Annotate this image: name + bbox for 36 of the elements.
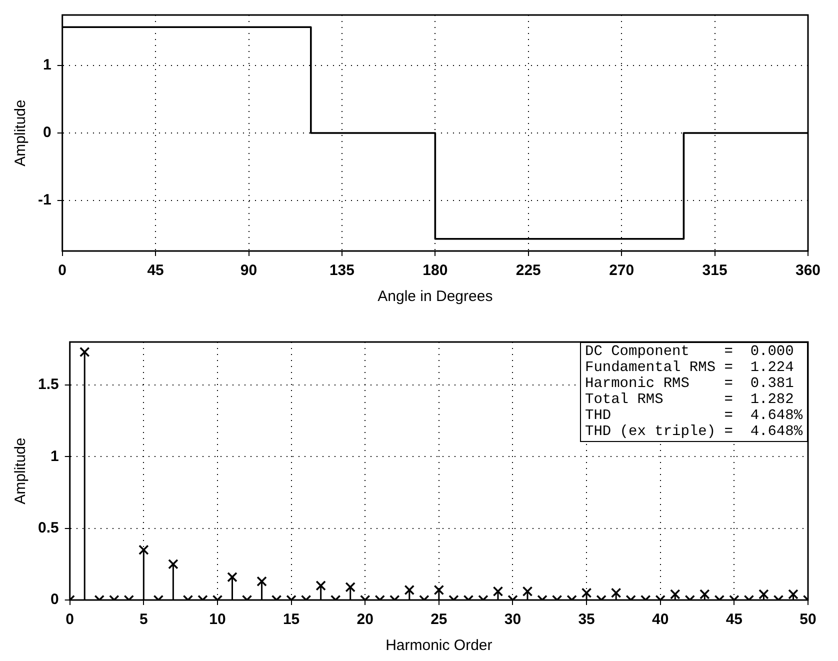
y-tick-label: 0.5 bbox=[38, 519, 59, 536]
y-tick-label: 0 bbox=[42, 124, 52, 142]
x-tick-label: 315 bbox=[702, 262, 728, 280]
x-tick-label: 0 bbox=[66, 611, 74, 628]
x-tick-label: 5 bbox=[139, 611, 148, 628]
x-tick-label: 50 bbox=[800, 611, 816, 628]
x-axis-title: Harmonic Order bbox=[386, 637, 492, 654]
x-tick-label: 15 bbox=[282, 611, 300, 628]
y-axis-title: Amplitude bbox=[12, 438, 30, 504]
annotation: Fundamental RMS = 1.224 bbox=[585, 360, 795, 376]
x-tick-label: 25 bbox=[430, 611, 448, 628]
y-tick-label: 1.5 bbox=[38, 376, 59, 394]
annotation: Total RMS = 1.282 bbox=[585, 392, 795, 408]
x-tick-label: 90 bbox=[240, 262, 258, 280]
x-tick-label: 180 bbox=[422, 262, 448, 280]
x-tick-label: 20 bbox=[356, 611, 374, 628]
x-tick-label: 225 bbox=[516, 262, 541, 280]
x-tick-label: 270 bbox=[609, 262, 634, 280]
annotation: THD (ex triple) = 4.648% bbox=[585, 424, 803, 440]
x-tick-label: 45 bbox=[147, 262, 164, 280]
x-axis-title: Angle in Degrees bbox=[378, 288, 493, 306]
y-axis-title: Amplitude bbox=[12, 100, 30, 166]
x-tick-label: 135 bbox=[329, 262, 354, 280]
annotation: THD = 4.648% bbox=[585, 408, 803, 424]
x-tick-label: 40 bbox=[652, 611, 669, 628]
y-tick-label: 0 bbox=[50, 591, 59, 608]
x-tick-label: 30 bbox=[504, 611, 522, 628]
x-tick-label: 10 bbox=[209, 611, 226, 628]
y-tick-label: 1 bbox=[42, 56, 52, 74]
y-tick-label: 1 bbox=[50, 448, 59, 465]
x-tick-label: 45 bbox=[726, 611, 743, 628]
x-tick-label: 360 bbox=[795, 262, 821, 280]
annotation: DC Component = 0.000 bbox=[585, 344, 795, 360]
x-tick-label: 35 bbox=[578, 611, 595, 628]
y-tick-label: -1 bbox=[38, 192, 52, 209]
annotation: Harmonic RMS = 0.381 bbox=[585, 376, 795, 392]
